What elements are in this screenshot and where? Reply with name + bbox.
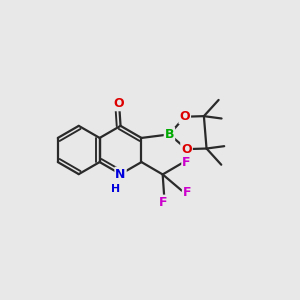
Text: F: F <box>183 186 191 199</box>
Text: O: O <box>179 110 190 123</box>
Text: F: F <box>182 156 191 169</box>
Text: O: O <box>114 97 124 110</box>
Text: O: O <box>181 142 192 156</box>
Text: F: F <box>159 196 168 208</box>
Text: H: H <box>111 184 120 194</box>
Text: B: B <box>165 128 174 141</box>
Text: N: N <box>116 168 126 181</box>
